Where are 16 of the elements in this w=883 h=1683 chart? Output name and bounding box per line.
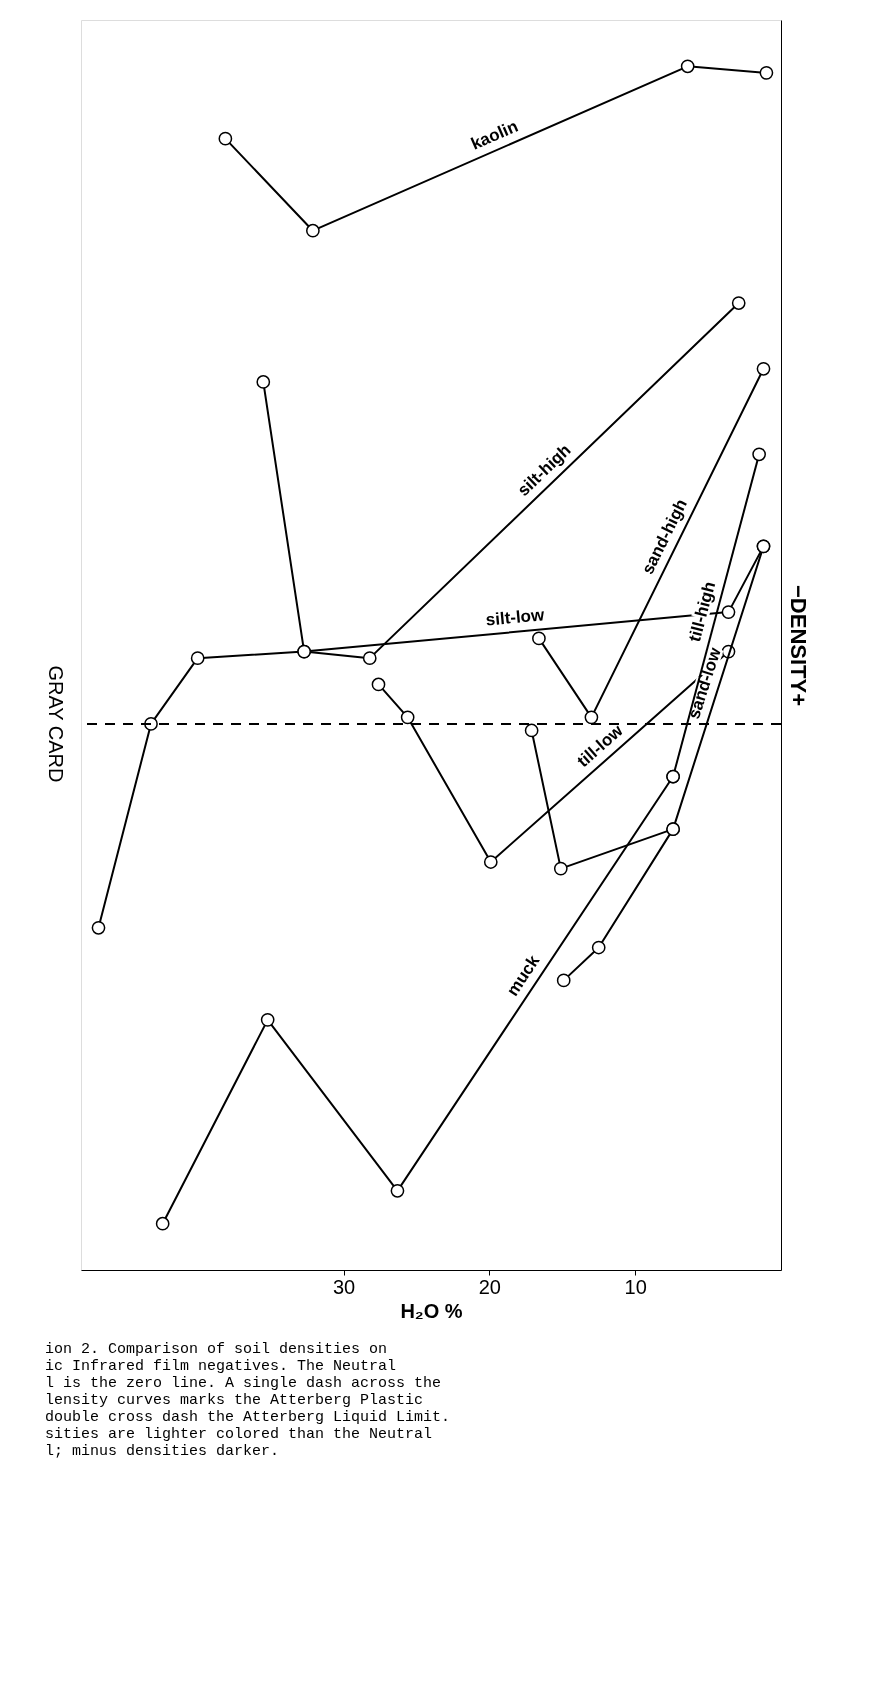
text: double cross dash the Atterberg Liquid Limit. (45, 1409, 451, 1426)
x-tick-label: 30 (332, 1275, 356, 1298)
text: ion 2. Comparison of soil densities on (45, 1341, 388, 1358)
text: kaolin (468, 116, 521, 154)
y-axis-title: −DENSITY+ (785, 584, 811, 707)
text: silt-low (484, 605, 546, 630)
text: lensity curves marks the Atterberg Plastic (45, 1392, 424, 1409)
x-tick-label: 10 (624, 1275, 647, 1298)
x-axis-title: H₂O % (400, 1299, 463, 1322)
ref-line-label: GRAY CARD (45, 665, 67, 783)
text: l is the zero line. A single dash across the (45, 1375, 442, 1392)
text: l; minus densities darker. (45, 1443, 280, 1460)
text: ic Infrared film negatives. The Neutral (45, 1358, 397, 1375)
text: till-high (685, 579, 720, 644)
text: sities are lighter colored than the Neutral (45, 1426, 433, 1443)
x-tick-label: 20 (478, 1275, 501, 1298)
